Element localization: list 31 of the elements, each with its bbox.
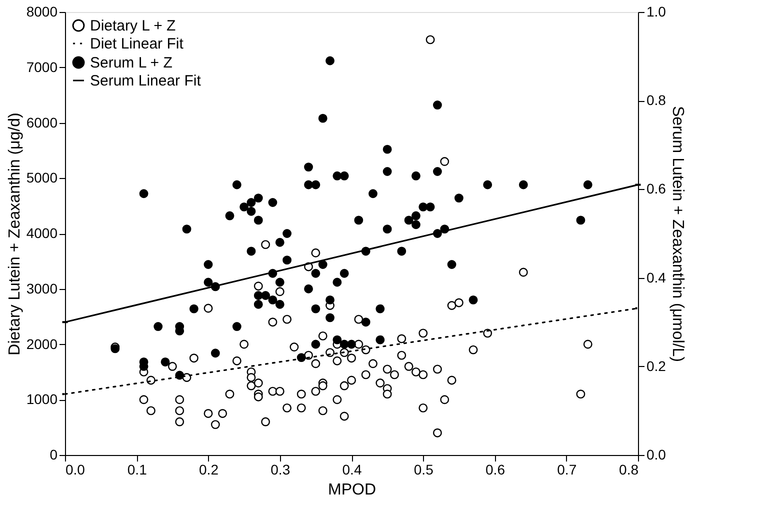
y-tick-label: 7000: [26, 58, 58, 75]
y-tick-label: 1000: [26, 391, 58, 408]
y-tick-label: 4000: [26, 225, 58, 241]
y2-tick-label: 0.6: [646, 180, 666, 197]
legend-label: Serum L + Z: [90, 54, 172, 72]
x-tick-label: 0.0: [66, 462, 86, 478]
y2-axis-title: Serum Lutein + Zeaxanthin (μmol/L): [668, 106, 686, 362]
y-tick-label: 5000: [26, 170, 58, 186]
x-tick-label: 0.4: [342, 462, 362, 478]
x-axis-title: MPOD: [328, 482, 376, 498]
y2-tick-label: 0.8: [646, 92, 666, 108]
y2-tick-label: 1.0: [646, 4, 666, 20]
y2-tick-label: 0.0: [646, 446, 666, 462]
x-tick-label: 0.6: [486, 462, 506, 478]
y-tick-label: 8000: [26, 4, 58, 20]
x-tick-label: 0.2: [199, 462, 219, 478]
y-tick-label: 6000: [26, 114, 58, 130]
x-tick-label: 0.5: [414, 462, 434, 478]
x-tick-label: 0.7: [557, 462, 577, 478]
x-tick-label: 0.8: [619, 462, 639, 478]
x-tick-label: 0.3: [270, 462, 290, 478]
y2-tick-label: 0.4: [646, 269, 666, 286]
y-tick-label: 2000: [26, 336, 58, 352]
y-axis-title: Dietary Lutein + Zeaxanthin (μg/d): [6, 112, 24, 356]
legend-label: Serum Linear Fit: [90, 72, 202, 90]
legend-label: Dietary L + Z: [90, 18, 176, 34]
y-tick-label: 3000: [26, 280, 58, 296]
y2-tick-label: 0.2: [646, 358, 666, 374]
y-tick-label: 0: [50, 446, 58, 462]
x-tick-label: 0.1: [127, 462, 148, 478]
legend-label: Diet Linear Fit: [90, 36, 184, 52]
